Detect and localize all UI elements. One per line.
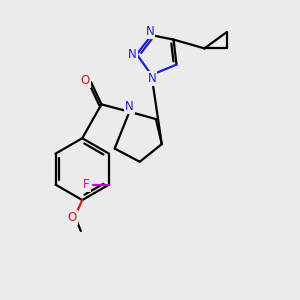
Text: N: N [146,25,154,38]
Text: N: N [148,72,156,85]
Text: F: F [83,178,90,191]
Text: O: O [67,211,76,224]
Text: N: N [128,48,137,61]
Text: N: N [125,100,134,113]
Text: O: O [81,74,90,87]
